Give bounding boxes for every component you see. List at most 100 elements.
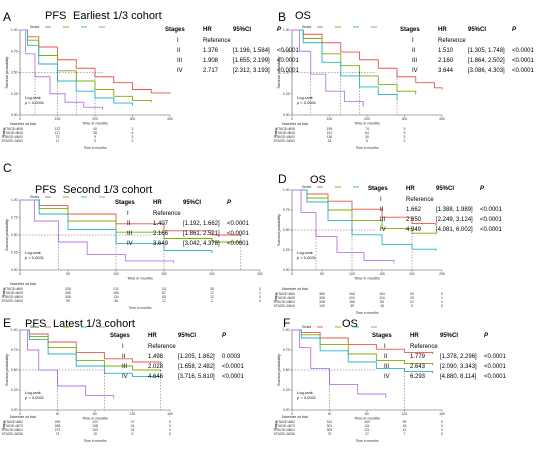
hr-value: 6.293 [410, 374, 426, 380]
risk-cell: 64 [365, 131, 369, 135]
hr-p: <0.0001 [227, 231, 250, 237]
curve-stage-I [20, 29, 171, 94]
y-tick-label: 0.75 [11, 49, 18, 53]
hr-value: 1.510 [438, 48, 454, 54]
hr-stage: IV [122, 374, 128, 380]
y-tick-label: 0.75 [11, 348, 18, 352]
risk-cell: 460 [289, 292, 295, 296]
risk-cell: 29 [410, 296, 414, 300]
hr-header: P [484, 333, 489, 339]
x-tick-label: 80 [365, 412, 369, 416]
hr-stage: II [177, 48, 181, 54]
curve-stage-III [20, 29, 133, 106]
risk-cell: 211 [113, 287, 119, 291]
curve-stage-IV [20, 29, 103, 110]
survival-curves [292, 329, 434, 410]
risk-row-label: STAGE=II [275, 296, 290, 300]
hr-ci: [1.205, 1.862] [178, 354, 215, 360]
risk-cell: 3 [132, 127, 134, 131]
cohort-title: Second 1/3 cohort [63, 184, 152, 196]
hr-p: <0.0001 [480, 227, 503, 233]
y-axis-label: Survival probability [5, 219, 9, 251]
hr-p: <0.0001 [480, 217, 503, 223]
panel-letter: E [3, 316, 11, 330]
risk-cell: 0 [441, 428, 443, 432]
x-tick-label: 250 [257, 272, 263, 276]
y-axis-label: Survival probability [277, 214, 281, 246]
risk-x-label: Time in months [83, 439, 106, 443]
x-axis-label: Time in months [354, 277, 380, 281]
hr-p: <0.0001 [484, 354, 507, 360]
risk-cell: 109 [319, 304, 325, 308]
y-tick-label: 1.00 [11, 28, 18, 32]
hr-ci: [3.716, 5.810] [178, 374, 215, 380]
x-axis-label: Time in months [127, 277, 153, 281]
risk-cell: 3 [411, 304, 413, 308]
hr-table: Stages HR 95%CI P I Reference II 1.779 [1.378, 2… [372, 333, 507, 380]
risk-cell: 9 [404, 127, 406, 131]
y-tick-label: 0.00 [11, 408, 18, 412]
hr-ci: [1.388, 1.989] [436, 207, 473, 213]
risk-cell: 402 [17, 135, 23, 139]
hr-p: <0.0001 [277, 68, 300, 74]
risk-row-label: STAGE=I [4, 127, 18, 131]
x-tick-label: 0 [291, 412, 293, 416]
risk-row-label: STAGE=IV [274, 432, 291, 436]
hr-p: <0.0001 [512, 48, 535, 54]
hr-ci: [3.086, 4.303] [468, 68, 505, 74]
hr-header: Stages [165, 27, 185, 33]
logrank-pvalue: p < 0.0001 [297, 395, 317, 400]
risk-cell: 402 [289, 135, 295, 139]
strata-legend-title: Strata [30, 195, 39, 199]
hr-stage: III [127, 231, 132, 237]
y-tick-label: 0.50 [11, 233, 18, 237]
panel-letter: C [3, 161, 12, 175]
risk-table-title: Number at risk [10, 281, 36, 286]
hr-ci: [1.655, 2.199] [233, 58, 270, 64]
risk-cell: 0 [169, 432, 171, 436]
hr-header: 95%CI [468, 27, 486, 33]
hr-table: Stages HR 95%CI P I Reference II 1.662 [1.388, 1… [368, 186, 503, 233]
strata-legend-title: Strata [302, 325, 311, 329]
risk-cell: 299 [55, 420, 61, 424]
risk-cell: 5 [366, 139, 368, 143]
y-axis-label: Survival probability [5, 354, 9, 386]
risk-row-label: STAGE=III [274, 428, 290, 432]
hr-ci: [1.658, 2.482] [178, 364, 215, 370]
risk-cell: 3 [132, 135, 134, 139]
panel-a: A PFS Earliest 1/3 cohort Strata 0.00 0.25 0.5… [2, 10, 300, 150]
hr-stage: III [380, 217, 385, 223]
risk-cell: 268 [55, 424, 61, 428]
hr-header: HR [203, 27, 212, 33]
risk-row-label: STAGE=II [3, 291, 18, 295]
risk-cell: 482 [17, 420, 23, 424]
risk-x-label: Time in months [355, 439, 378, 443]
hr-header: P [480, 186, 485, 192]
risk-cell: 111 [161, 287, 166, 291]
y-tick-label: 0.25 [283, 248, 290, 252]
risk-cell: 19 [93, 432, 97, 436]
hr-value: Reference [153, 211, 181, 217]
x-tick-label: 100 [55, 117, 61, 121]
hr-table: Stages HR 95%CI P I Reference II 1.407 [1.192, 1… [115, 200, 250, 247]
hr-stage: III [412, 58, 417, 64]
hr-header: Stages [115, 200, 135, 206]
risk-table-title: Number at risk [282, 414, 308, 419]
risk-row-label: STAGE=II [3, 424, 18, 428]
curve-stage-IV [292, 29, 364, 107]
risk-row-label: STAGE=III [274, 135, 290, 139]
risk-strata-label: Strata [2, 128, 6, 137]
curve-stage-III [20, 329, 162, 378]
curve-stage-III [292, 189, 437, 251]
strata-legend: Strata [30, 325, 105, 329]
risk-cell: 365 [319, 292, 325, 296]
hr-ci: [1.378, 2.296] [440, 354, 477, 360]
hr-value: 2.643 [410, 364, 426, 370]
logrank-label: Log-rank [297, 250, 313, 255]
hr-header: P [277, 27, 282, 33]
hr-value: Reference [438, 38, 466, 44]
hr-value: Reference [203, 38, 231, 44]
